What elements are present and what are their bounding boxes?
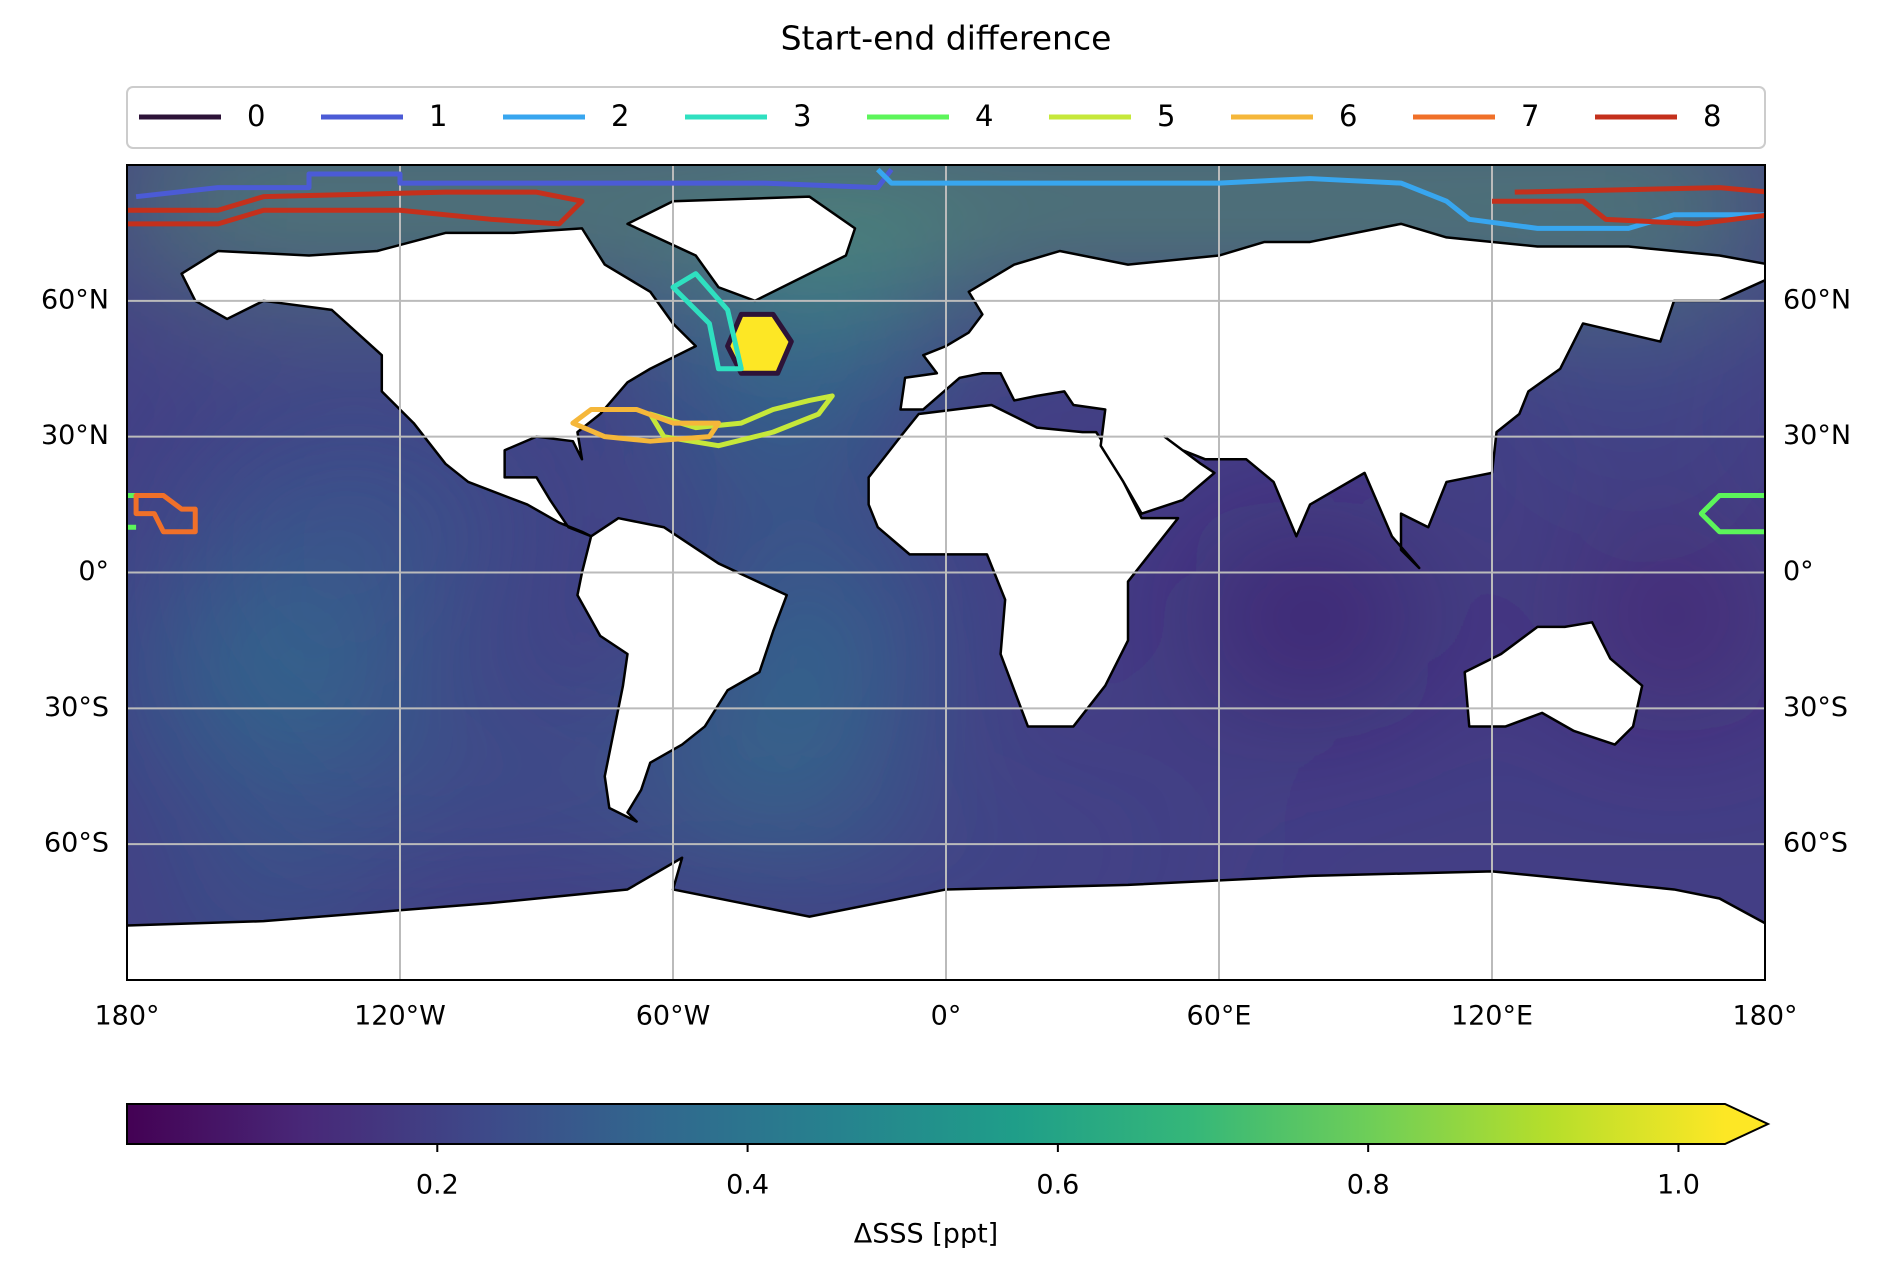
region-contour xyxy=(122,188,1769,224)
y-tick-label: 30°S xyxy=(44,692,109,723)
legend-label: 7 xyxy=(1521,99,1539,133)
x-tick-label: 120°E xyxy=(1451,1001,1533,1032)
colorbar-tick-label: 0.2 xyxy=(416,1170,459,1201)
y-tick-label-right: 60°N xyxy=(1783,284,1851,315)
region-contours xyxy=(122,170,1769,532)
legend-label: 5 xyxy=(1157,99,1175,133)
colorbar-tick-label: 1.0 xyxy=(1657,1170,1700,1201)
legend-label: 3 xyxy=(793,99,811,133)
legend-label: 1 xyxy=(429,99,447,133)
region-contour xyxy=(573,409,719,441)
colorbar-body xyxy=(127,1104,1725,1144)
colorbar-tick-label: 0.4 xyxy=(726,1170,769,1201)
legend-label: 6 xyxy=(1339,99,1357,133)
x-tick-label: 180° xyxy=(1732,1001,1797,1032)
y-tick-label: 30°N xyxy=(41,420,109,451)
colorbar-tick-label: 0.6 xyxy=(1036,1170,1079,1201)
y-tick-label-right: 30°N xyxy=(1783,420,1851,451)
colorbar-frame xyxy=(126,1103,1771,1145)
x-tick-label: 60°E xyxy=(1187,1001,1252,1032)
y-tick-label-right: 30°S xyxy=(1783,692,1848,723)
land-south-america xyxy=(577,518,786,821)
region-contour xyxy=(136,496,195,532)
region-contour xyxy=(136,170,891,197)
x-tick-label: 0° xyxy=(931,1001,962,1032)
region-contour xyxy=(673,274,741,369)
axes: 180° 120°W 60°W 0° 60°E 120°E 180° 60°S 60°S 30°S… xyxy=(41,284,1851,1031)
map-frame xyxy=(126,164,1766,981)
x-tick-label: 120°W xyxy=(354,1001,446,1032)
y-tick-label: 60°N xyxy=(41,284,109,315)
colorbar-tick-label: 0.8 xyxy=(1347,1170,1390,1201)
colorbar: 0.2 0.4 0.6 0.8 1.0 ΔSSS [ppt] xyxy=(126,1103,1771,1250)
grid xyxy=(127,165,1765,980)
legend: 0 1 2 3 4 5 6 7 8 xyxy=(139,99,1721,133)
y-tick-label: 60°S xyxy=(44,828,109,859)
legend-label: 2 xyxy=(611,99,629,133)
legend-label: 8 xyxy=(1703,99,1721,133)
region-contour xyxy=(650,396,832,446)
colorbar-extend xyxy=(1725,1104,1768,1144)
y-tick-label-right: 60°S xyxy=(1783,828,1848,859)
region-contour xyxy=(728,314,792,373)
land-north-america xyxy=(182,228,696,536)
y-tick-label-right: 0° xyxy=(1783,556,1814,587)
land-eurasia xyxy=(901,224,1765,568)
region-contour xyxy=(878,170,1765,229)
legend-label: 4 xyxy=(975,99,993,133)
y-tick-label: 0° xyxy=(78,556,109,587)
land-australia xyxy=(1465,622,1642,744)
chart-title: Start-end difference xyxy=(781,19,1112,58)
x-tick-label: 60°W xyxy=(636,1001,711,1032)
x-tick-label: 180° xyxy=(94,1001,159,1032)
legend-label: 0 xyxy=(247,99,265,133)
colorbar-label: ΔSSS [ppt] xyxy=(854,1219,998,1250)
map xyxy=(122,165,1769,980)
